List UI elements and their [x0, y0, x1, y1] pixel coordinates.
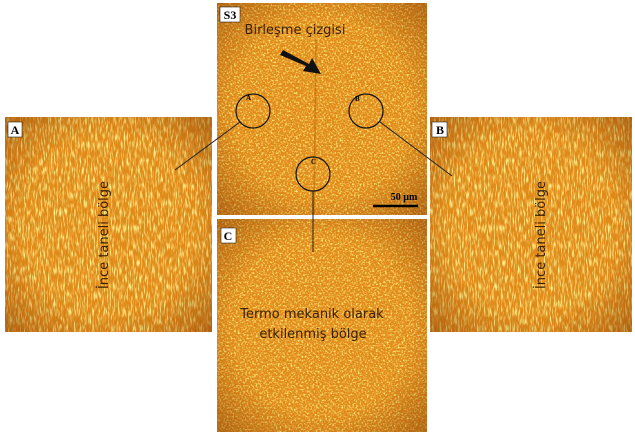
panel-c: C Termo mekanik olarak etkilenmiş bölge — [217, 219, 427, 432]
marker-label: B — [355, 95, 360, 103]
scale-bar-label: 50 µm — [391, 192, 418, 203]
panel-a: A İnce taneli bölge — [5, 117, 212, 332]
panel-label: C — [224, 229, 233, 243]
panel-label: B — [436, 123, 444, 137]
panel-label: S3 — [224, 8, 237, 22]
panel-caption: İnce taneli bölge — [533, 181, 549, 289]
panel-b: B İnce taneli bölge — [430, 117, 632, 332]
panel-s3: S3 Birleşme çizgisi A B C 50 µm — [217, 3, 427, 215]
panel-caption: Birleşme çizgisi — [245, 23, 346, 38]
marker-label: A — [246, 94, 251, 102]
panel-caption: İnce taneli bölge — [96, 181, 112, 289]
panel-label: A — [11, 123, 20, 137]
marker-label: C — [311, 158, 316, 166]
figure: A İnce taneli bölge S3 Birleşme çizgisi … — [0, 0, 635, 436]
panel-caption: Termo mekanik olarak — [239, 307, 384, 322]
panel-caption: etkilenmiş bölge — [259, 327, 366, 342]
